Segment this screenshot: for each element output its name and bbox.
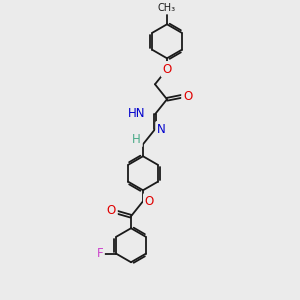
Text: O: O <box>183 90 192 103</box>
Text: O: O <box>145 195 154 208</box>
Text: CH₃: CH₃ <box>158 3 176 13</box>
Text: O: O <box>162 63 172 76</box>
Text: O: O <box>107 204 116 217</box>
Text: N: N <box>157 123 166 136</box>
Text: HN: HN <box>128 107 146 120</box>
Text: F: F <box>96 247 103 260</box>
Text: H: H <box>132 133 141 146</box>
